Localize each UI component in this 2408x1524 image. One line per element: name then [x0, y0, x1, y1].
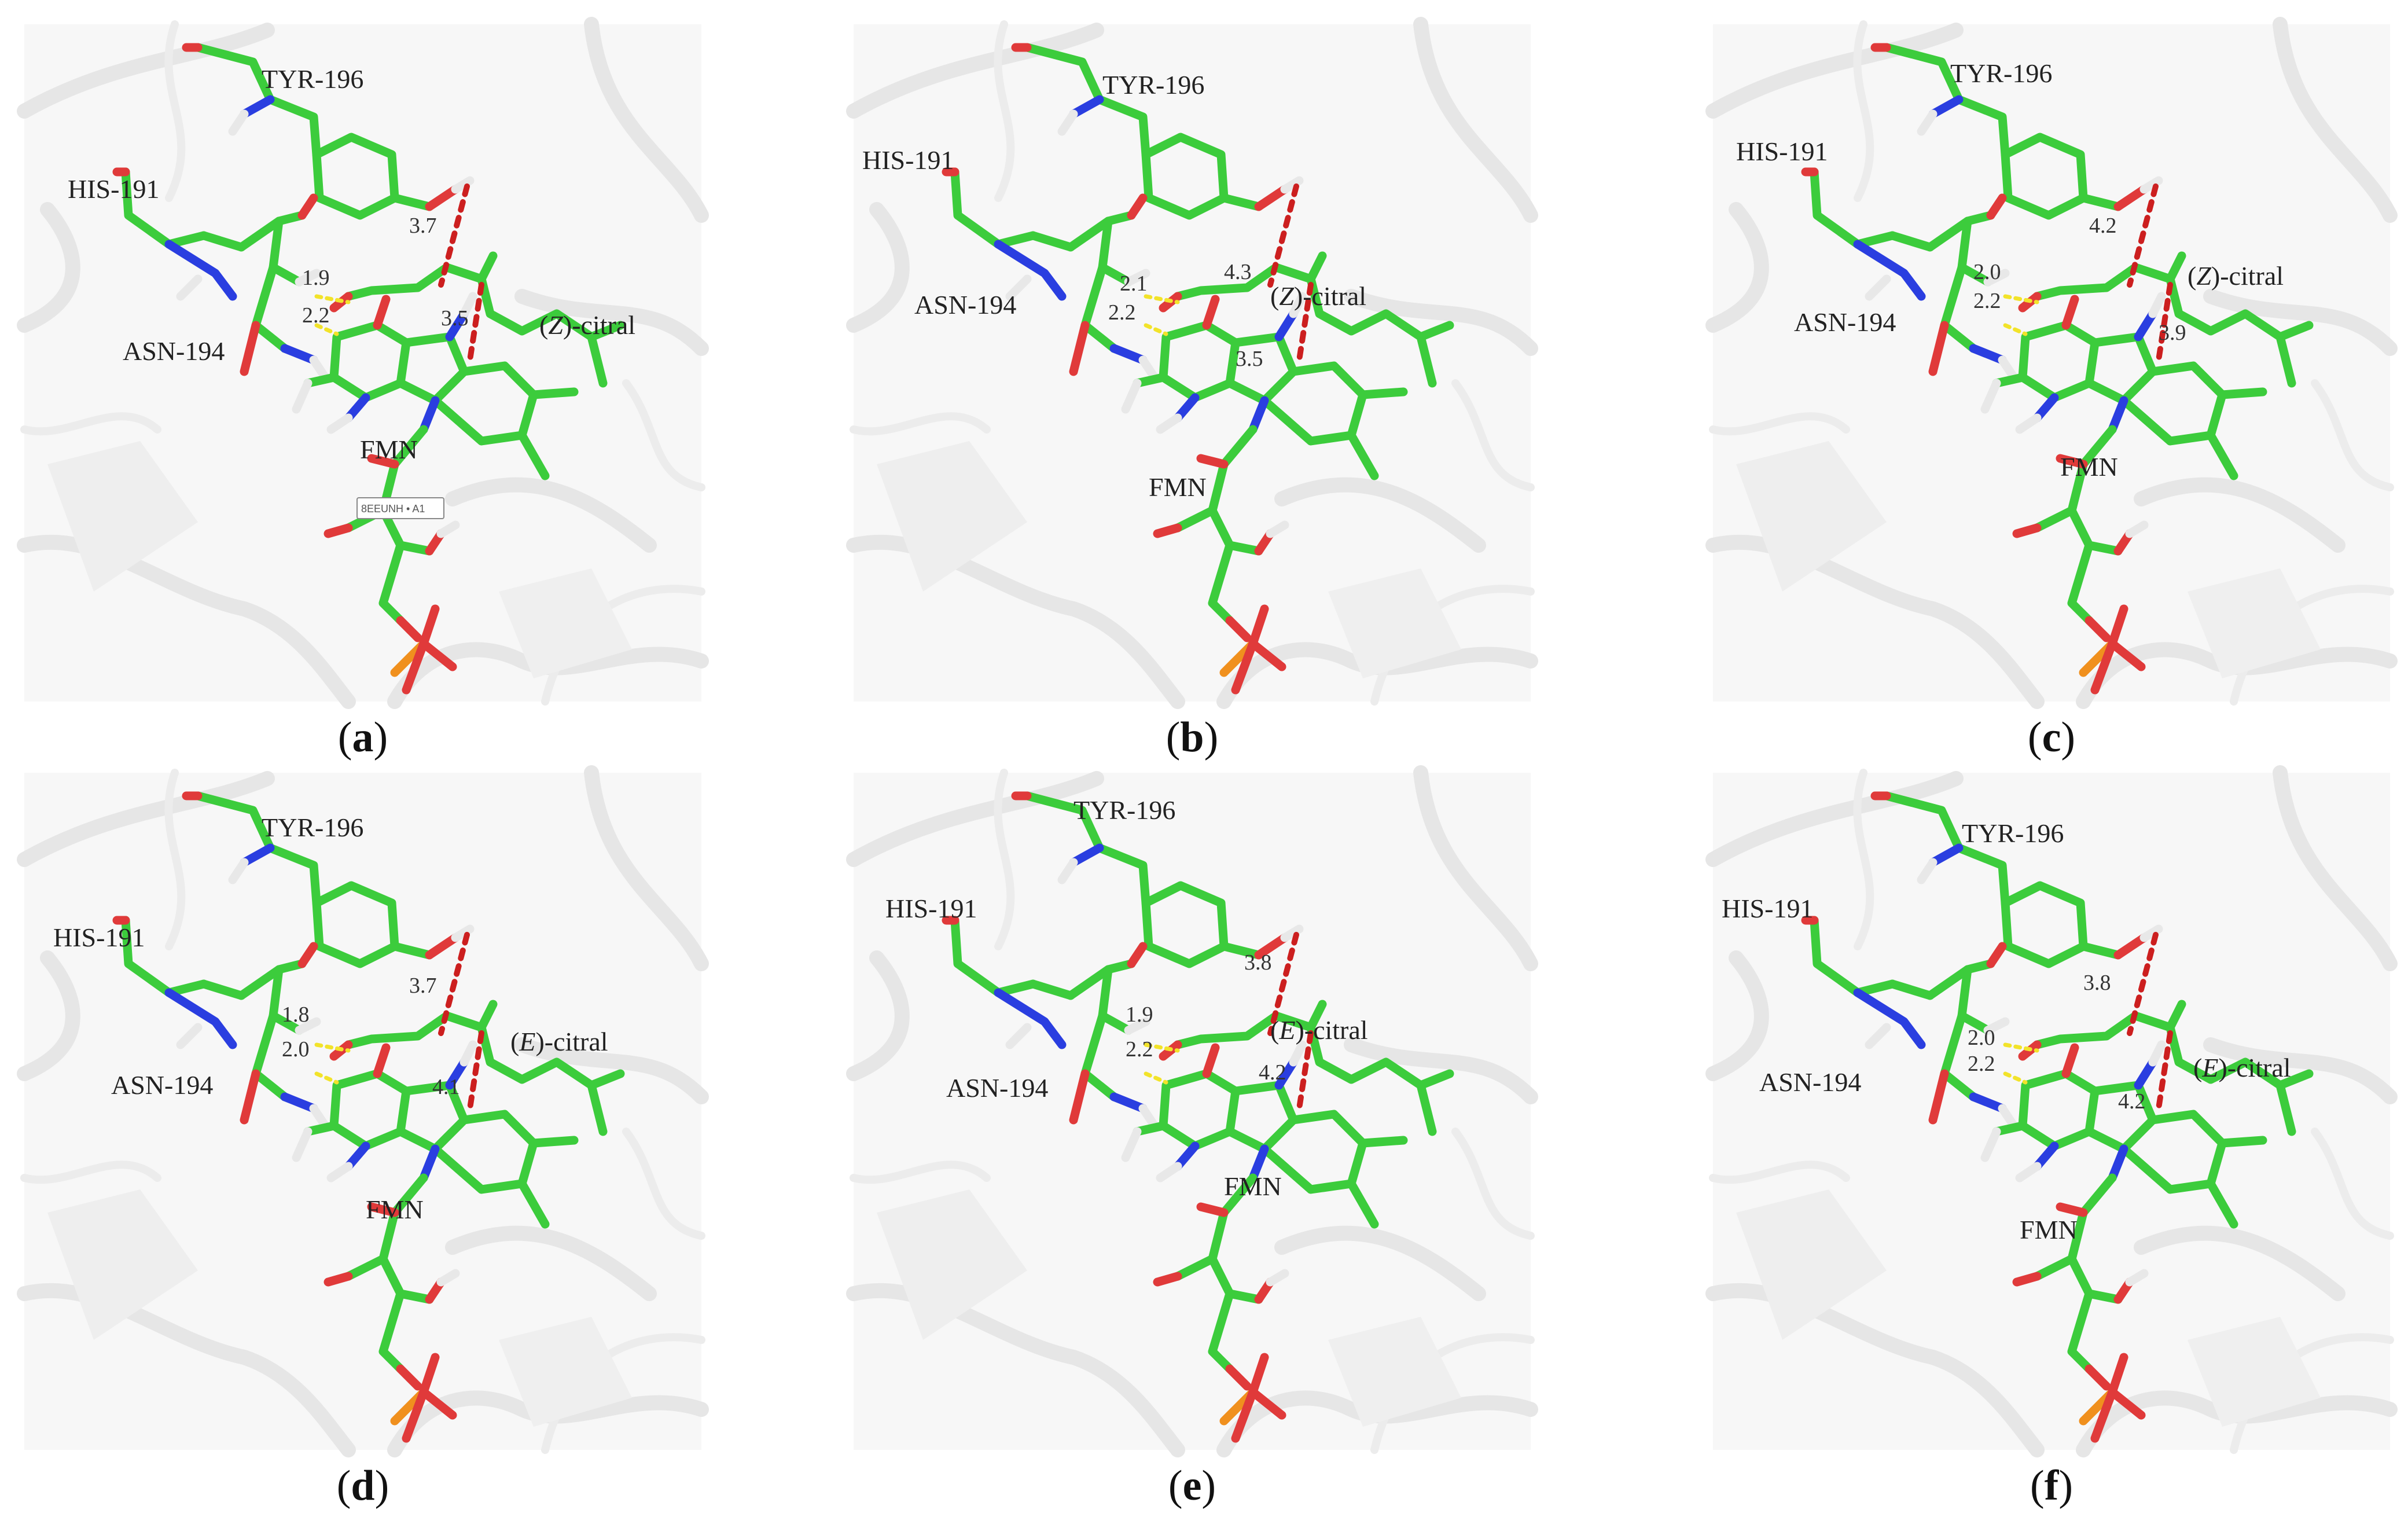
label-ligand: (E)-citral — [1270, 1015, 1368, 1045]
overlay-tag: 8EEUNH • A1 — [356, 497, 444, 519]
distance-hbond-1: 2.0 — [1973, 260, 2001, 284]
distance-tyr-citral: 3.7 — [409, 974, 437, 998]
distance-hbond-2: 2.2 — [1968, 1052, 1995, 1076]
distance-citral-fmn: 4.2 — [1259, 1060, 1286, 1085]
distance-hbond-1: 1.9 — [1126, 1002, 1153, 1027]
distance-hbond-2: 2.2 — [1973, 289, 2001, 313]
label-his-191: HIS-191 — [1722, 894, 1813, 923]
distance-citral-fmn: 4.2 — [2118, 1089, 2146, 1114]
distance-hbond-1: 1.9 — [302, 266, 330, 290]
svg-text:8EEUNH • A1: 8EEUNH • A1 — [361, 503, 425, 515]
distance-tyr-citral: 4.3 — [1224, 260, 1252, 284]
label-asn-194: ASN-194 — [123, 336, 225, 366]
distance-citral-fmn: 4.1 — [432, 1075, 460, 1099]
label-ligand: (Z)-citral — [1270, 281, 1366, 311]
distance-citral-fmn: 3.9 — [2159, 321, 2186, 345]
label-his-191: HIS-191 — [1736, 137, 1828, 166]
distance-hbond-2: 2.2 — [1126, 1037, 1153, 1062]
label-fmn: FMN — [360, 435, 418, 464]
distance-citral-fmn: 3.5 — [1236, 347, 1263, 371]
label-his-191: HIS-191 — [53, 923, 145, 952]
panel-f: TYR-196 HIS-191 ASN-194 FMN (E)-citral 2… — [1713, 773, 2390, 1450]
caption-d: (d) — [336, 1462, 389, 1510]
label-fmn: FMN — [2060, 452, 2118, 482]
label-his-191: HIS-191 — [862, 145, 954, 175]
distance-citral-fmn: 3.5 — [441, 306, 469, 330]
caption-f: (f) — [2030, 1462, 2073, 1510]
distance-hbond-1: 1.8 — [282, 1002, 310, 1027]
label-fmn: FMN — [366, 1195, 424, 1224]
caption-a: (a) — [337, 714, 388, 761]
panel-e: TYR-196 HIS-191 ASN-194 FMN (E)-citral 1… — [854, 773, 1531, 1450]
caption-c: (c) — [2027, 714, 2076, 761]
caption-b: (b) — [1166, 714, 1219, 761]
label-his-191: HIS-191 — [885, 894, 977, 923]
label-tyr-196: TYR-196 — [1962, 818, 2064, 848]
label-his-191: HIS-191 — [68, 174, 159, 204]
caption-e: (e) — [1168, 1462, 1216, 1510]
panel-b: TYR-196 HIS-191 ASN-194 FMN (Z)-citral 2… — [854, 24, 1531, 702]
label-fmn: FMN — [1149, 472, 1207, 502]
panel-a: TYR-196 HIS-191 ASN-194 FMN (Z)-citral 1… — [24, 24, 701, 702]
label-tyr-196: TYR-196 — [1950, 58, 2052, 88]
distance-hbond-1: 2.1 — [1120, 271, 1148, 296]
distance-hbond-2: 2.2 — [1108, 300, 1136, 325]
distance-hbond-2: 2.0 — [282, 1037, 310, 1062]
panel-c: TYR-196 HIS-191 ASN-194 FMN (Z)-citral 2… — [1713, 24, 2390, 702]
label-tyr-196: TYR-196 — [262, 64, 363, 94]
distance-tyr-citral: 3.8 — [2083, 971, 2111, 995]
distance-tyr-citral: 3.8 — [1244, 950, 1272, 975]
label-asn-194: ASN-194 — [1759, 1067, 1861, 1097]
panel-d: TYR-196 HIS-191 ASN-194 FMN (E)-citral 1… — [24, 773, 701, 1450]
label-asn-194: ASN-194 — [1794, 307, 1896, 337]
label-fmn: FMN — [1224, 1172, 1282, 1201]
distance-hbond-1: 2.0 — [1968, 1026, 1995, 1050]
label-asn-194: ASN-194 — [914, 290, 1016, 320]
distance-tyr-citral: 3.7 — [409, 214, 437, 238]
distance-hbond-2: 2.2 — [302, 303, 330, 328]
label-asn-194: ASN-194 — [946, 1073, 1048, 1103]
distance-tyr-citral: 4.2 — [2089, 214, 2117, 238]
label-ligand: (Z)-citral — [2188, 261, 2284, 291]
label-tyr-196: TYR-196 — [1074, 795, 1175, 825]
label-tyr-196: TYR-196 — [1102, 70, 1204, 100]
label-fmn: FMN — [2020, 1215, 2078, 1244]
label-ligand: (E)-citral — [510, 1027, 608, 1056]
label-ligand: (E)-citral — [2193, 1053, 2291, 1082]
label-ligand: (Z)-citral — [539, 310, 635, 340]
label-asn-194: ASN-194 — [111, 1070, 213, 1100]
label-tyr-196: TYR-196 — [262, 813, 363, 842]
